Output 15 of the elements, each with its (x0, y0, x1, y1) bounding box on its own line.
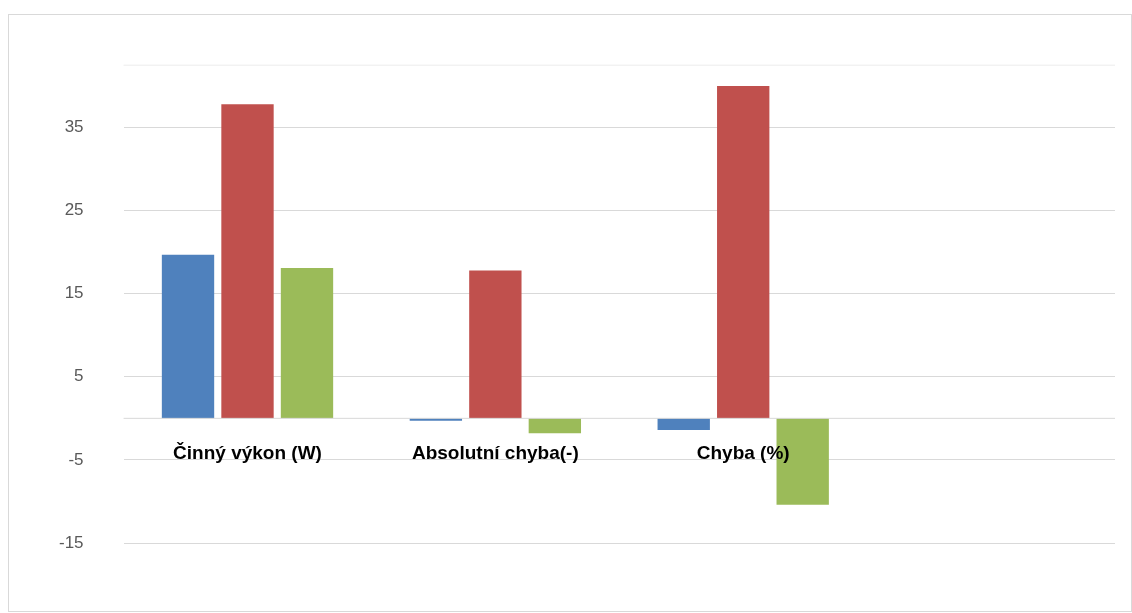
y-tick-label: -5 (68, 449, 84, 469)
bar (717, 85, 770, 419)
bar (280, 267, 334, 419)
y-tick-label: 25 (64, 200, 84, 220)
y-tick-label: -15 (58, 532, 84, 552)
y-tick-label: 15 (64, 283, 84, 303)
x-tick-label: Absolutní chyba(-) (411, 442, 579, 464)
bar (657, 418, 710, 430)
bar (221, 104, 274, 419)
y-tick-label: 5 (74, 366, 84, 386)
bar (161, 254, 215, 419)
bar (528, 418, 582, 434)
bar (469, 270, 522, 419)
x-tick-label: Činný výkon (W) (173, 442, 322, 464)
y-tick-label: 35 (64, 117, 84, 137)
